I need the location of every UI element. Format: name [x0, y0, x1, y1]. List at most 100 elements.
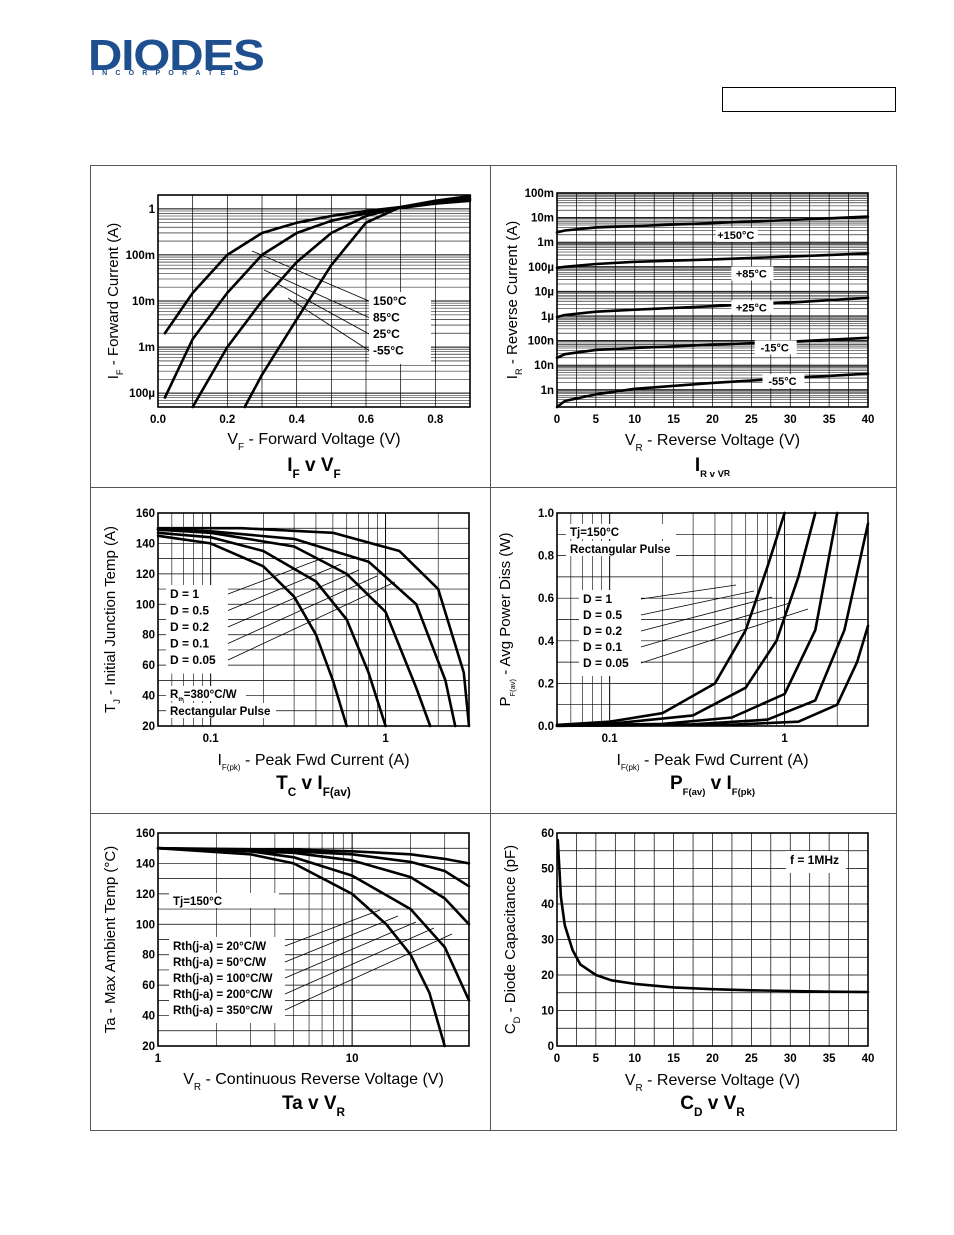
x-axis-label: VR - Continuous Reverse Voltage (V)	[183, 1071, 444, 1093]
chart-title-part-0: Ta v V	[282, 1093, 337, 1114]
y-tick-label: 30	[541, 935, 554, 947]
annotation-part-0: Rectangular Pulse	[170, 706, 270, 718]
y-tick-label: 140	[136, 858, 155, 870]
y-tick-label: 10m	[531, 213, 554, 225]
legend-pointer	[640, 590, 755, 616]
charts-vertical-divider	[490, 165, 491, 1131]
y-axis-label: CD - Diode Capacitance (pF)	[502, 845, 522, 1034]
legend-entry: -55°C	[373, 344, 404, 358]
legend-pointer	[284, 921, 417, 979]
legend-bg	[169, 937, 285, 1023]
y-tick-label: 100µ	[528, 262, 554, 274]
chart-c2: 0 5 10 15 20 25 30 35 40 100m 10m 1m 100µ 10µ 1µ 100n 10…	[504, 188, 874, 480]
chart-c3: 0.1 1 160 140 120 100 80 60 40 20 D = 1 D = 0.5 D = …	[102, 508, 471, 799]
legend-entry: D = 1	[170, 587, 199, 601]
y-tick-label: 20	[142, 1041, 155, 1053]
x-tick-label: 25	[745, 1053, 758, 1065]
y-tick-label: 10	[541, 1006, 554, 1018]
y-tick-label: 1m	[537, 237, 554, 249]
x-tick-label: 35	[823, 414, 836, 426]
chart-title-part-1: C	[288, 786, 297, 799]
chart-title-part-3: F	[334, 468, 341, 481]
annotation: Tj=150°C	[173, 896, 222, 908]
legend-entry: 85°C	[373, 311, 400, 325]
y-axis-label: IF - Forward Current (A)	[105, 223, 125, 380]
legend-entry: D = 0.5	[583, 608, 622, 622]
y-tick-label: 20	[541, 970, 554, 982]
x-tick-label: 25	[745, 414, 758, 426]
y-axis-label-part-0: I	[105, 375, 122, 379]
series-line	[555, 511, 786, 727]
series-line	[156, 846, 446, 1048]
legend-pointer	[284, 909, 381, 947]
brand-name: DIODES	[88, 31, 265, 80]
annotation-bg	[566, 524, 676, 539]
x-axis-label: IF(pk) - Peak Fwd Current (A)	[217, 752, 409, 772]
chart-title-part-3: F(av)	[323, 786, 351, 799]
x-tick-label: 10	[346, 1053, 359, 1065]
charts-divider-2	[90, 813, 897, 814]
x-axis-label: VR - Reverse Voltage (V)	[625, 432, 800, 454]
y-axis-label: IR - Reverse Current (A)	[504, 221, 524, 379]
chart-c6: 0 5 10 15 20 25 30 35 40 60 50 40 30 20 10 0 f = 1MHz VR …	[502, 828, 874, 1119]
chart-title-part-0: I	[287, 455, 292, 476]
x-axis-label-part-2: - Reverse Voltage (V)	[643, 432, 800, 449]
y-axis-label-part-1: R	[514, 368, 524, 375]
x-tick-label: 1	[155, 1053, 162, 1065]
x-tick-label: 10	[628, 414, 641, 426]
y-tick-label: 100m	[126, 250, 155, 262]
x-axis-label-part-0: V	[227, 431, 238, 448]
y-tick-label: 10n	[534, 360, 554, 372]
plot-frame-c1	[157, 194, 471, 408]
legend-entry: D = 0.1	[170, 637, 209, 651]
y-axis-label-part-2: - Initial Junction Temp (A)	[102, 526, 119, 699]
y-axis-label-part-0: T	[102, 704, 119, 713]
chart-title-part-3: F(pk)	[732, 787, 755, 798]
chart-title-part-0: T	[276, 773, 288, 794]
series-label: -55°C	[768, 376, 796, 388]
y-tick-label: 60	[142, 980, 155, 992]
x-tick-label: 15	[667, 414, 680, 426]
y-tick-label: 1	[149, 204, 156, 216]
series-line	[555, 215, 870, 234]
gridlines-c2	[556, 192, 869, 408]
legend-pointer	[284, 933, 453, 1011]
y-axis-label-part-2: - Diode Capacitance (pF)	[502, 845, 519, 1017]
annotation: Rectangular Pulse	[170, 706, 270, 718]
plot-frame-c5	[157, 832, 470, 1047]
annotation-part-0: R	[170, 689, 179, 701]
y-tick-label: 0.8	[538, 551, 555, 563]
legend-pointer	[284, 927, 435, 995]
x-axis-label: VR - Reverse Voltage (V)	[625, 1072, 800, 1094]
series-line	[243, 194, 472, 409]
y-tick-label: 0.4	[538, 636, 555, 648]
legend-pointer	[251, 250, 370, 302]
chart-c1: 0.0 0.2 0.4 0.6 0.8 1 100m 10m 1m 100µ 150°C 85°C 25…	[105, 194, 472, 481]
x-axis-label: IF(pk) - Peak Fwd Current (A)	[616, 752, 808, 772]
x-axis-label-part-1: R	[636, 1083, 643, 1094]
chart-title-part-2: v I	[296, 773, 322, 794]
x-tick-label: 5	[593, 414, 600, 426]
x-tick-label: 20	[706, 1053, 719, 1065]
annotation-part-0: Tj=150°C	[173, 896, 222, 908]
x-axis-label-part-0: I	[616, 752, 620, 769]
chart-title: IR v VR	[695, 455, 730, 480]
y-tick-label: 1n	[541, 385, 554, 397]
x-tick-label: 0.8	[427, 414, 444, 426]
part-number-box	[722, 87, 896, 112]
legend-bg	[579, 590, 641, 676]
gridlines-c1	[157, 194, 471, 408]
charts-divider-1	[90, 487, 897, 488]
legend-entry: Rth(j-a) = 200°C/W	[173, 989, 273, 1001]
diodes-logo: DIODES INCORPORATED	[88, 34, 265, 82]
y-tick-label: 60	[142, 660, 155, 672]
series-line	[156, 534, 348, 728]
legend-pointer	[287, 297, 370, 351]
series-line	[555, 252, 870, 270]
x-axis-label-part-0: I	[217, 752, 221, 769]
legend-entry: Rth(j-a) = 350°C/W	[173, 1005, 273, 1017]
chart-title-part-3: R	[736, 1106, 745, 1119]
y-tick-label: 100	[136, 919, 155, 931]
chart-title-part-0: I	[695, 455, 700, 476]
series-label-bg	[715, 227, 758, 242]
